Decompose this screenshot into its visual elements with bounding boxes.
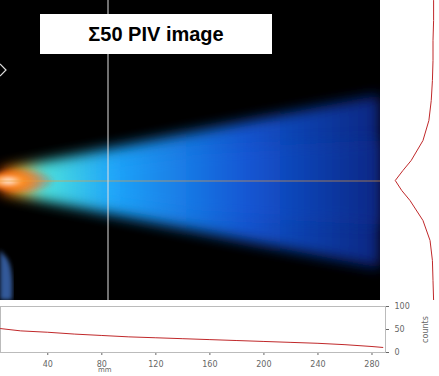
svg-text:100: 100 xyxy=(395,302,410,311)
svg-text:240: 240 xyxy=(310,360,325,369)
svg-text:0: 0 xyxy=(395,348,400,357)
svg-text:160: 160 xyxy=(202,360,217,369)
svg-text:120: 120 xyxy=(148,360,163,369)
svg-text:200: 200 xyxy=(256,360,271,369)
svg-text:280: 280 xyxy=(364,360,379,369)
svg-text:50: 50 xyxy=(395,325,405,334)
svg-text:counts: counts xyxy=(421,316,430,343)
svg-text:40: 40 xyxy=(43,360,53,369)
